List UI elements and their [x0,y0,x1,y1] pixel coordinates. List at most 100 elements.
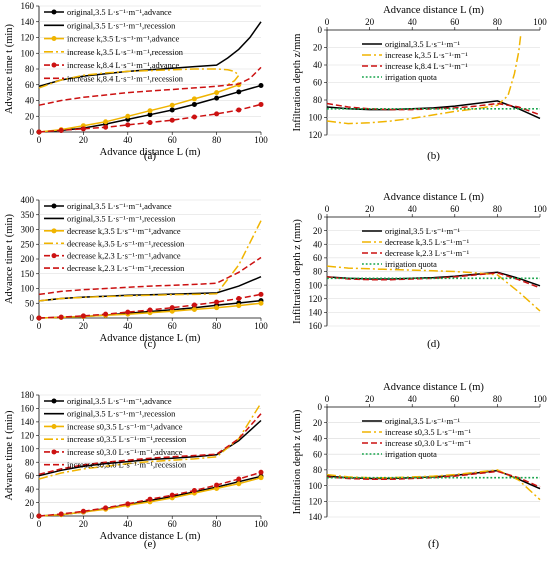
legend-item: increase k,3.5 L·s⁻¹·m⁻¹,recession [44,48,184,57]
data-point [191,302,197,308]
data-point [80,126,86,132]
data-point [147,120,153,126]
chart-panel-e: 0 20 40 60 80 100 120 140 160 180 0 20 40 60 80 100 Adva… [4,390,268,550]
data-point [258,469,264,475]
legend-label: increase k,8.4 L·s⁻¹·m⁻¹,recession [67,74,184,83]
series-4 [36,101,264,135]
legend-item: increase s0,3.5 L·s⁻¹·m⁻¹,recession [44,435,187,444]
y-tick-label: 140 [21,17,35,27]
legend-item: increase s0,3.0 L·s⁻¹·m⁻¹,advance [44,448,183,457]
legend-marker [51,62,57,68]
panel-caption: (b) [427,150,440,162]
x-axis-label: Advance distance L (m) [100,531,201,542]
legend-label: original,3.5 L·s⁻¹·m⁻¹,advance [67,202,172,211]
x-tick-label: 60 [450,204,460,214]
x-tick-label: 0 [37,321,42,331]
x-tick-label: 100 [533,394,547,404]
legend-item: original,3.5 L·s⁻¹·m⁻¹ [362,40,461,49]
x-tick-label: 100 [533,204,547,214]
series-0 [326,100,541,120]
x-tick-label: 100 [254,135,268,145]
x-tick-label: 60 [168,519,178,529]
y-tick-label: 40 [25,96,35,106]
legend-item: original,3.5 L·s⁻¹·m⁻¹,advance [44,8,172,17]
legend-item: increase k,8.4 L·s⁻¹·m⁻¹,recession [44,74,184,83]
data-point [191,101,197,107]
data-point [169,305,175,311]
data-point [147,307,153,313]
y-tick-label: 400 [21,195,35,205]
x-tick-label: 0 [37,519,42,529]
legend-marker [51,253,57,259]
y-tick-label: 180 [21,390,35,400]
data-point [58,511,64,517]
series-1 [326,34,522,125]
legend-item: increase k,8.4 L·s⁻¹·m⁻¹ [362,62,468,71]
series-2 [36,82,242,135]
legend-item: original,3.5 L·s⁻¹·m⁻¹ [362,227,461,236]
chart-panel-b: 0 20 40 60 80 100 120 0 20 40 60 80 100 Advance dista… [292,5,547,162]
series-3 [38,220,262,302]
legend-label: decrease k,3.5 L·s⁻¹·m⁻¹,recession [67,239,185,248]
series-4 [36,469,264,519]
legend-marker [51,9,57,15]
x-tick-label: 80 [493,204,503,214]
legend-item: decrease k,2.3 L·s⁻¹·m⁻¹,advance [44,252,181,261]
data-point [258,300,264,306]
x-tick-label: 100 [533,17,547,27]
x-tick-label: 20 [365,204,375,214]
y-axis-label: Infiltration depth z (mm) [292,409,303,514]
y-tick-label: 0 [30,313,35,323]
data-point [258,291,264,297]
chart-panel-c: 0 50 100 150 200 250 300 350 400 0 20 40 60 80 100 Adva… [4,195,268,350]
data-point [103,119,109,125]
x-tick-label: 80 [212,321,222,331]
x-tick-label: 100 [254,321,268,331]
y-tick-label: 140 [21,417,35,427]
x-tick-label: 60 [450,17,460,27]
data-point [125,309,131,315]
y-tick-label: 40 [313,60,323,70]
x-tick-label: 0 [325,17,330,27]
y-tick-label: 100 [309,113,323,123]
legend-label: increase s0,3.0 L·s⁻¹·m⁻¹ [385,439,471,448]
data-point [125,113,131,119]
legend: original,3.5 L·s⁻¹·m⁻¹,advance original,3… [44,397,187,470]
legend-label: increase s0,3.5 L·s⁻¹·m⁻¹,advance [67,422,183,431]
legend-item: original,3.5 L·s⁻¹·m⁻¹,recession [44,21,176,30]
y-tick-label: 80 [25,64,35,74]
y-tick-label: 100 [21,444,35,454]
data-point [125,122,131,128]
panel-caption: (f) [428,538,439,550]
data-point [236,89,242,95]
legend-label: irrigation quota [385,260,437,269]
y-tick-label: 350 [21,210,35,220]
legend-label: original,3.5 L·s⁻¹·m⁻¹,advance [67,397,172,406]
y-tick-label: 250 [21,239,35,249]
x-tick-label: 20 [365,17,375,27]
x-tick-label: 40 [123,135,133,145]
legend: original,3.5 L·s⁻¹·m⁻¹ decrease k,3.5 L·s… [362,227,470,269]
legend-label: increase k,3.5 L·s⁻¹·m⁻¹ [385,51,468,60]
legend-label: decrease k,3.5 L·s⁻¹·m⁻¹,advance [67,227,181,236]
legend-item: original,3.5 L·s⁻¹·m⁻¹,recession [44,214,176,223]
x-tick-label: 80 [212,519,222,529]
legend-label: increase k,8.4 L·s⁻¹·m⁻¹,advance [67,61,180,70]
data-point [214,90,220,96]
series-line [38,220,262,302]
y-tick-label: 0 [318,402,323,412]
legend: original,3.5 L·s⁻¹·m⁻¹,advance original,3… [44,8,184,83]
series-5 [38,66,262,106]
y-tick-label: 160 [21,404,35,414]
legend-label: original,3.5 L·s⁻¹·m⁻¹ [385,40,461,49]
legend-label: original,3.5 L·s⁻¹·m⁻¹,recession [67,410,176,419]
data-point [236,476,242,482]
legend-label: increase k,3.5 L·s⁻¹·m⁻¹,advance [67,35,180,44]
data-point [80,508,86,514]
x-tick-label: 0 [325,394,330,404]
legend-item: decrease k,3.5 L·s⁻¹·m⁻¹,recession [44,239,185,248]
y-tick-label: 120 [309,130,323,140]
legend-item: increase s0,3.5 L·s⁻¹·m⁻¹,advance [44,422,183,431]
y-axis-label: Advance time t (min) [4,410,15,501]
y-tick-label: 0 [318,25,323,35]
